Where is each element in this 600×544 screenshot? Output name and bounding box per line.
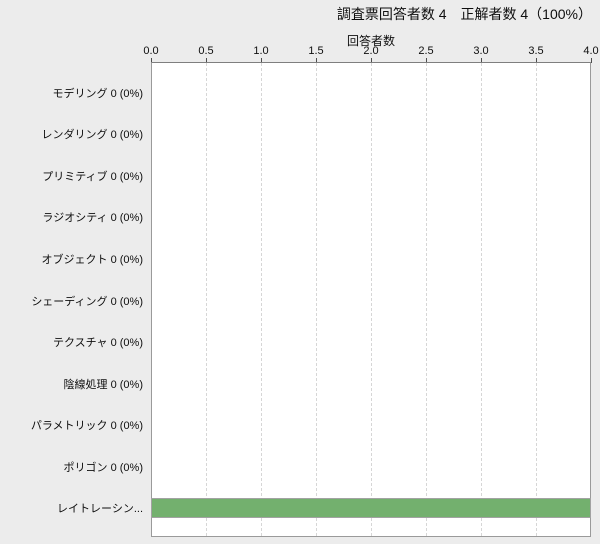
table-row: ラジオシティ 0 (0%)	[0, 197, 591, 239]
bar-track	[151, 280, 591, 322]
plot-area	[151, 62, 591, 537]
category-label: レイトレーシン...	[57, 503, 143, 516]
x-tick-label: 1.0	[253, 45, 269, 57]
gridline	[316, 63, 317, 536]
bar-track	[151, 363, 591, 405]
x-tick-mark	[206, 58, 207, 63]
gridline	[371, 63, 372, 536]
table-row: シェーディング 0 (0%)	[0, 280, 591, 322]
bar-track	[151, 446, 591, 488]
bar-track	[151, 238, 591, 280]
category-label: 陰線処理 0 (0%)	[63, 378, 143, 391]
category-label: プリミティブ 0 (0%)	[42, 170, 143, 183]
x-tick-mark	[371, 58, 372, 63]
x-tick-mark	[261, 58, 262, 63]
x-tick-label: 3.5	[528, 45, 544, 57]
category-label: ポリゴン 0 (0%)	[63, 461, 143, 474]
table-row: 陰線処理 0 (0%)	[0, 363, 591, 405]
bar-track	[151, 487, 591, 529]
x-tick-mark	[481, 58, 482, 63]
category-label: モデリング 0 (0%)	[52, 87, 143, 100]
x-tick-label: 2.5	[418, 45, 434, 57]
x-axis-title: 回答者数	[346, 34, 395, 48]
table-row: パラメトリック 0 (0%)	[0, 404, 591, 446]
bar-track	[151, 72, 591, 114]
x-tick-label: 4.0	[583, 45, 599, 57]
x-tick-mark	[316, 58, 317, 63]
x-tick-label: 0.5	[198, 45, 214, 57]
chart-title: 調査票回答者数 4 正解者数 4（100%）	[336, 6, 592, 22]
x-tick-label: 1.5	[308, 45, 324, 57]
table-row: レンダリング 0 (0%)	[0, 114, 591, 156]
table-row: モデリング 0 (0%)	[0, 72, 591, 114]
gridline	[206, 63, 207, 536]
category-rows: モデリング 0 (0%) レンダリング 0 (0%) プリミティブ 0 (0%) ラジ…	[0, 72, 591, 529]
bar-track	[151, 404, 591, 446]
gridline	[536, 63, 537, 536]
bar	[151, 498, 591, 519]
bar-track	[151, 114, 591, 156]
table-row: テクスチャ 0 (0%)	[0, 321, 591, 363]
category-label: オブジェクト 0 (0%)	[41, 253, 143, 266]
x-tick-label: 2.0	[363, 45, 379, 57]
table-row: レイトレーシン...	[0, 487, 591, 529]
category-label: パラメトリック 0 (0%)	[30, 420, 143, 433]
x-tick-mark	[536, 58, 537, 63]
category-label: ラジオシティ 0 (0%)	[42, 212, 143, 225]
bar-track	[151, 197, 591, 239]
table-row: ポリゴン 0 (0%)	[0, 446, 591, 488]
category-label: シェーディング 0 (0%)	[31, 295, 143, 308]
category-label: レンダリング 0 (0%)	[41, 129, 143, 142]
x-tick-label: 0.0	[143, 45, 159, 57]
category-label: テクスチャ 0 (0%)	[52, 337, 143, 350]
x-tick-mark	[426, 58, 427, 63]
gridline	[481, 63, 482, 536]
gridline	[261, 63, 262, 536]
bar-track	[151, 155, 591, 197]
x-tick-mark	[591, 58, 592, 63]
bar-track	[151, 321, 591, 363]
table-row: プリミティブ 0 (0%)	[0, 155, 591, 197]
gridline	[426, 63, 427, 536]
x-tick-mark	[151, 58, 152, 63]
x-tick-label: 3.0	[473, 45, 489, 57]
table-row: オブジェクト 0 (0%)	[0, 238, 591, 280]
